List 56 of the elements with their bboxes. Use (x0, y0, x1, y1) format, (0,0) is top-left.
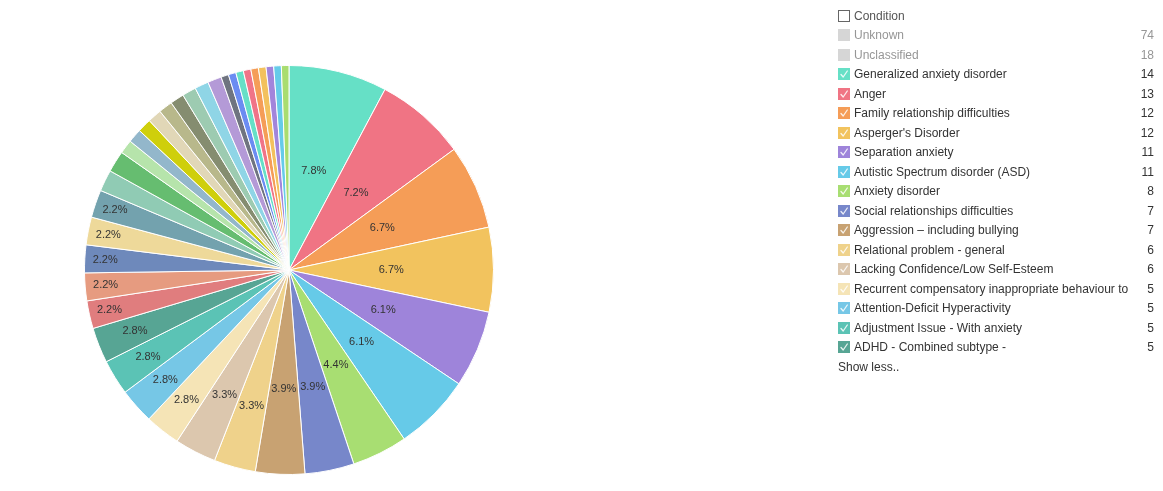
legend-label: Lacking Confidence/Low Self-Esteem (854, 262, 1054, 277)
legend-label: Anxiety disorder (854, 184, 941, 199)
text: 74 (1140, 28, 1154, 43)
legend-title: Condition (854, 8, 905, 23)
data-label: 6.1% (370, 302, 396, 315)
legend-label: Adjustment Issue - With anxiety (854, 320, 1023, 335)
data-label: 3.3% (212, 388, 238, 401)
legend-label: Attention-Deficit Hyperactivity (854, 301, 1011, 316)
legend-label: Generalized anxiety disorder (854, 67, 1007, 82)
legend-label: Autistic Spectrum disorder (ASD) (854, 164, 1031, 179)
text: Unclassified (854, 47, 919, 62)
text: 5 (1147, 320, 1154, 335)
text: 6 (1147, 242, 1154, 257)
text: 5 (1147, 340, 1154, 355)
data-label: 7.8% (301, 163, 327, 176)
data-label: 2.8% (122, 324, 148, 337)
data-label: 3.9% (300, 379, 326, 392)
data-label: 2.2% (95, 227, 122, 240)
text: Show less.. (838, 359, 900, 374)
data-label: 6.7% (369, 221, 396, 234)
data-label: 3.9% (271, 381, 297, 394)
legend-label: Separation anxiety (854, 145, 954, 160)
text: 7 (1147, 223, 1154, 238)
text: 8 (1147, 184, 1154, 199)
legend-label: Social relationships difficulties (854, 203, 1014, 218)
data-label: 2.8% (135, 350, 161, 363)
text: 6 (1147, 262, 1154, 277)
legend-label: Aggression – including bullying (854, 223, 1019, 238)
data-label: 7.2% (343, 185, 369, 198)
data-label: 3.3% (239, 398, 265, 411)
data-label: 2.2% (96, 303, 123, 316)
legend-label: Anger (854, 86, 887, 101)
text: 5 (1147, 281, 1154, 296)
data-label: 6.7% (378, 262, 404, 275)
data-label: 2.8% (152, 373, 179, 386)
data-label: 4.4% (323, 357, 349, 370)
legend-label: Relational problem - general (854, 242, 1005, 257)
data-label: 2.2% (93, 278, 119, 291)
text: 14 (1140, 67, 1154, 82)
text: 13 (1140, 86, 1154, 101)
data-label: 2.8% (173, 393, 200, 406)
text: Unknown (854, 28, 905, 43)
legend-label: Family relationship difficulties (854, 106, 1010, 121)
text: 7 (1147, 203, 1154, 218)
text: 18 (1140, 47, 1154, 62)
text: 11 (1141, 145, 1154, 160)
legend-label: Recurrent compensatory inappropriate behaviour to (854, 281, 1129, 296)
data-label: 2.2% (102, 203, 128, 216)
text: 5 (1147, 301, 1154, 316)
text: 12 (1140, 106, 1154, 121)
data-label: 6.1% (349, 335, 375, 348)
data-label: 2.2% (92, 252, 118, 265)
legend-label: Asperger's Disorder (854, 125, 960, 140)
text: 11 (1141, 164, 1154, 179)
legend-label: ADHD - Combined subtype - (854, 340, 1007, 355)
text: 12 (1140, 125, 1154, 140)
